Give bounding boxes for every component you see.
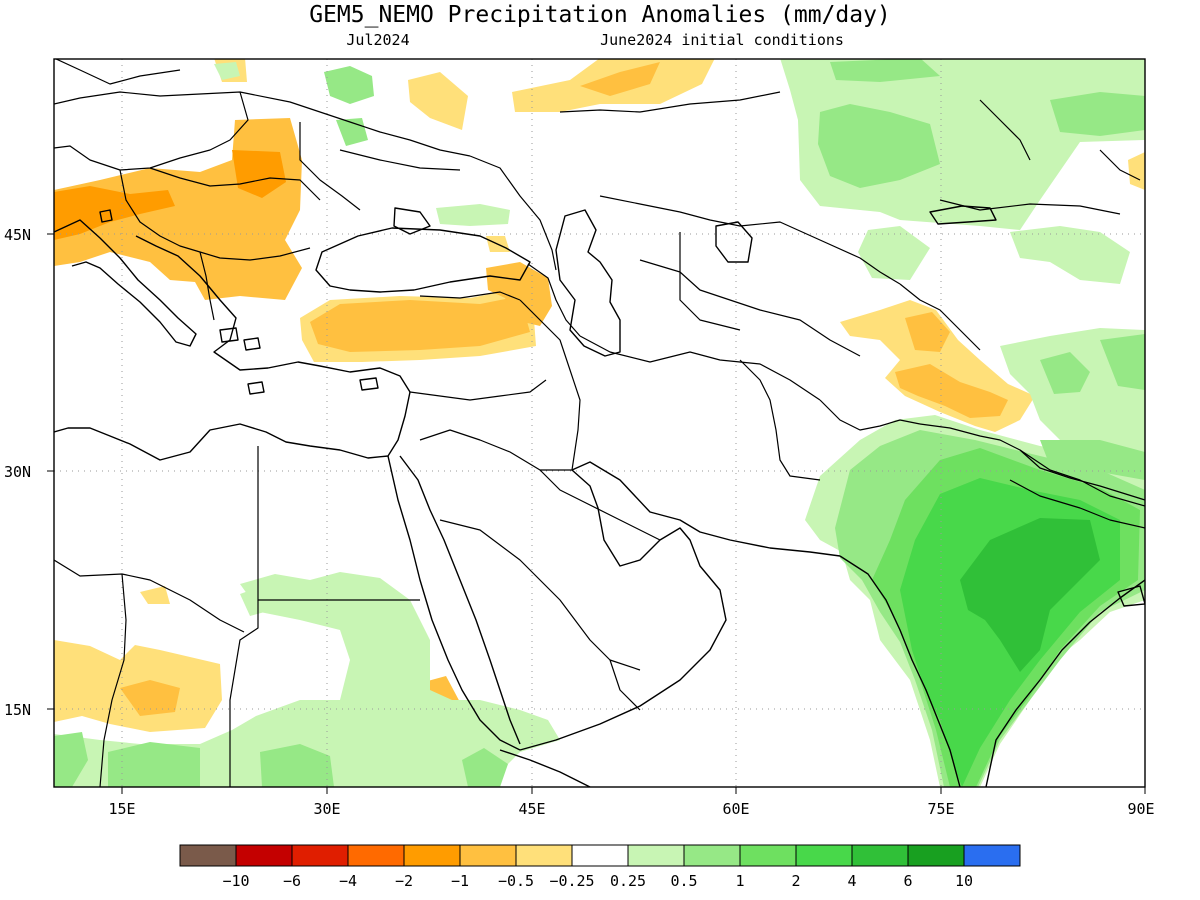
anomaly-wet-chad (260, 744, 334, 787)
colorbar-label: 10 (955, 872, 973, 890)
colorbar-swatch (683, 844, 741, 867)
anomaly-dry-baltic (408, 72, 468, 130)
anomaly-wet-ethiopia (462, 748, 508, 787)
colorbar-label: 0.25 (610, 872, 646, 890)
colorbar-label: −0.5 (498, 872, 534, 890)
colorbar-label: −1 (451, 872, 469, 890)
colorbar-swatch (179, 844, 237, 867)
anomaly-dry-carpathian (232, 150, 286, 198)
anomaly-wet-egypt (240, 584, 272, 616)
y-tick-label: 15N (4, 701, 31, 719)
colorbar-swatch (235, 844, 293, 867)
colorbar-swatch (907, 844, 965, 867)
colorbar-label: −6 (283, 872, 301, 890)
colorbar-label: −10 (222, 872, 249, 890)
anomaly-dry-alps (54, 186, 175, 240)
colorbar-swatch (459, 844, 517, 867)
anomaly-wet-tibet (1000, 328, 1145, 470)
y-tick-label: 30N (4, 463, 31, 481)
anomaly-wet-sahel (54, 572, 560, 787)
colorbar-swatch (347, 844, 405, 867)
colorbar-swatch (291, 844, 349, 867)
anomaly-wet-mongolia (1010, 226, 1130, 284)
colorbar-label: 2 (791, 872, 800, 890)
country-borders (54, 59, 1145, 787)
anomaly-dry-west-africa-core (120, 680, 180, 716)
forecast-month: Jul2024 (346, 31, 409, 49)
colorbar-label: 6 (903, 872, 912, 890)
anomaly-field (54, 59, 1145, 787)
colorbar-swatch (739, 844, 797, 867)
anomaly-wet-india-core (960, 518, 1100, 672)
y-axis: 45N 30N 15N (4, 226, 54, 719)
x-tick-label: 75E (927, 800, 954, 818)
anomaly-dry-turkey-core (310, 296, 530, 352)
colorbar-swatch (963, 844, 1021, 867)
anomaly-wet-kazakhstan (818, 104, 940, 188)
x-tick-label: 90E (1127, 800, 1154, 818)
colorbar-label: 1 (735, 872, 744, 890)
x-tick-label: 60E (722, 800, 749, 818)
colorbar-label: 0.5 (670, 872, 697, 890)
colorbar-swatch (851, 844, 909, 867)
anomaly-wet-tibet-core (1040, 352, 1090, 394)
anomaly-wet-caspian (436, 204, 510, 226)
anomaly-wet-altai (858, 226, 930, 280)
colorbar-swatch (795, 844, 853, 867)
x-tick-label: 45E (518, 800, 545, 818)
x-axis: 15E 30E 45E 60E 75E 90E (108, 787, 1155, 818)
colorbar-swatch (627, 844, 685, 867)
x-tick-label: 30E (313, 800, 340, 818)
colorbar-swatch (515, 844, 573, 867)
anomaly-dry-chad (140, 586, 170, 604)
colorbar-label: −0.25 (549, 872, 594, 890)
coastlines (54, 205, 1145, 787)
anomaly-wet-sudan-west (108, 742, 200, 787)
x-tick-label: 15E (108, 800, 135, 818)
anomaly-dry-kashmir (905, 312, 950, 352)
y-tick-label: 45N (4, 226, 31, 244)
anomaly-dry-himalaya-core (895, 364, 1008, 418)
initial-conditions-label: June2024 initial conditions (600, 31, 844, 49)
plot-frame (53, 58, 1146, 788)
anomaly-wet-siberia-west (830, 59, 940, 82)
colorbar-label: 4 (847, 872, 856, 890)
anomaly-wet-moscow (324, 66, 374, 104)
colorbar: −10 −6 −4 −2 −1 −0.5 −0.25 0.25 0.5 1 2 4 6 10 (179, 844, 1021, 890)
anomaly-wet-tibet-east (1100, 334, 1145, 390)
anomaly-wet-nepal (1040, 440, 1145, 480)
map-title: GEM5_NEMO Precipitation Anomalies (mm/da… (309, 2, 891, 28)
colorbar-label: −2 (395, 872, 413, 890)
anomaly-dry-russia-core (580, 62, 660, 96)
anomaly-wet-guinea (54, 732, 88, 787)
colorbar-label: −4 (339, 872, 357, 890)
anomaly-dry-china-edge (1128, 152, 1145, 190)
islands (99, 209, 1145, 607)
colorbar-swatch (571, 844, 629, 867)
anomaly-wet-siberia (1050, 92, 1145, 136)
colorbar-swatch (403, 844, 461, 867)
anomaly-wet-europe-north (214, 62, 240, 80)
